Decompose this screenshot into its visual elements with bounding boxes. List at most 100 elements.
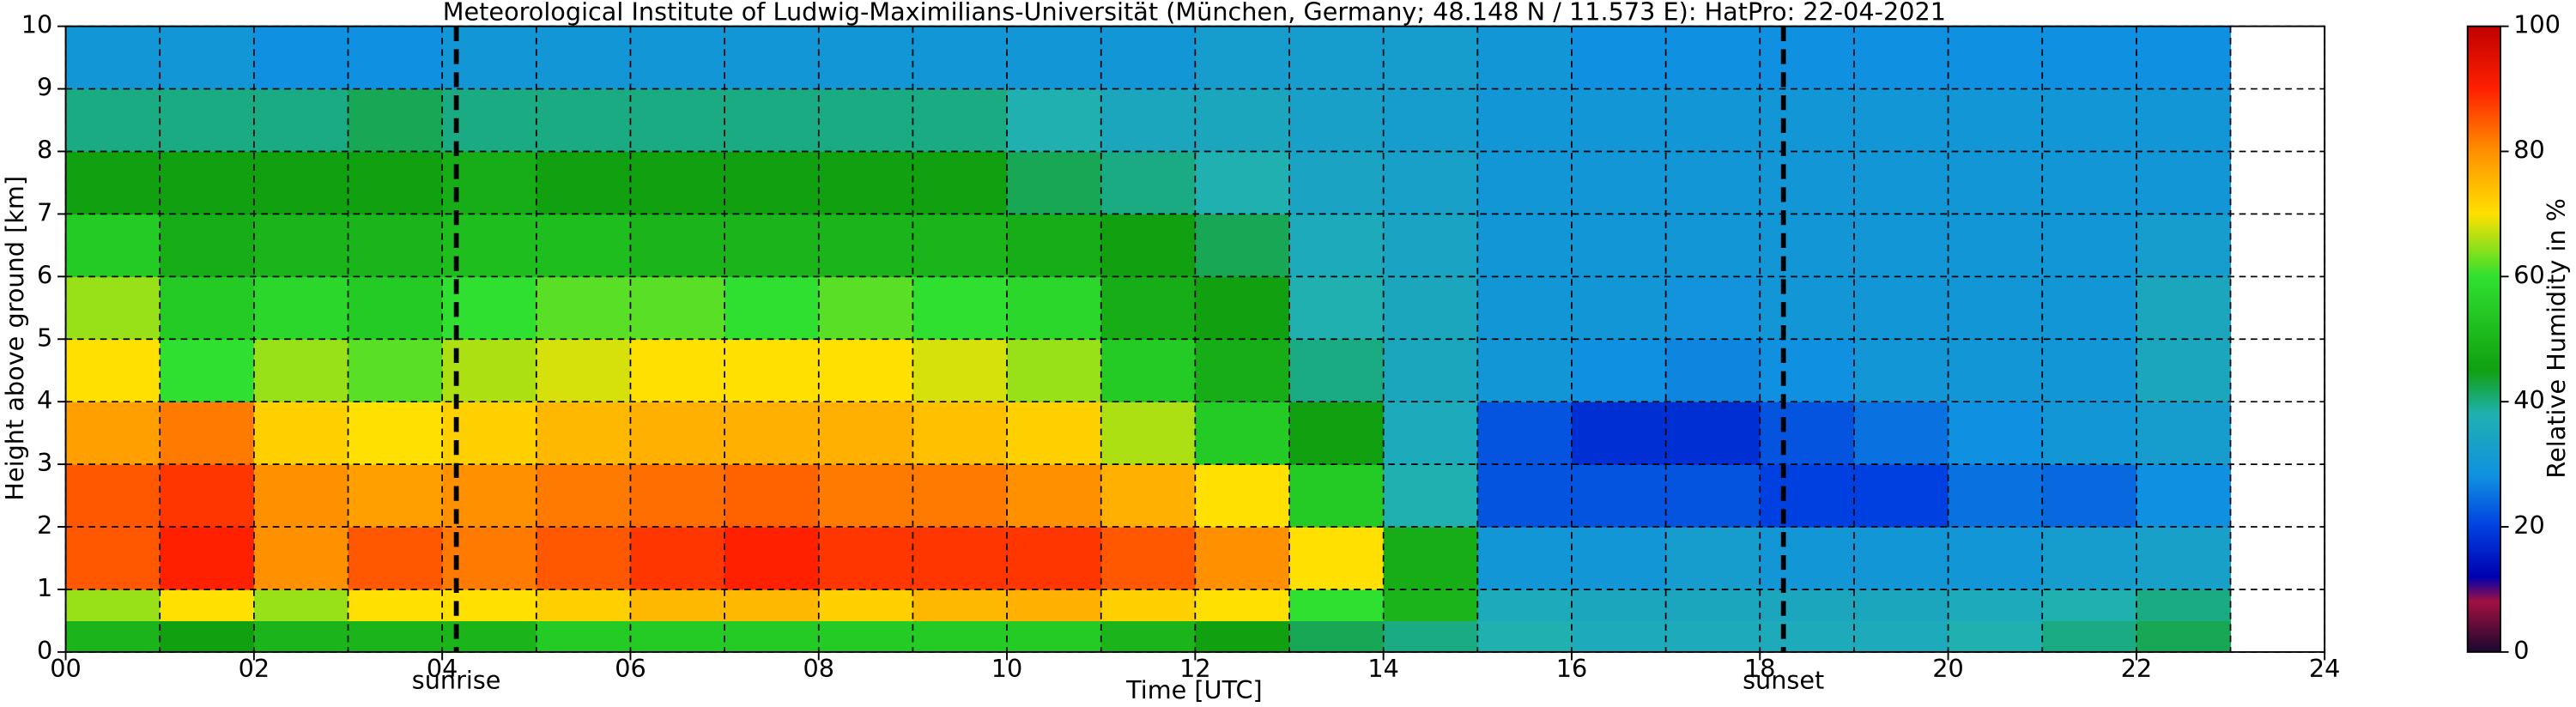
- heatmap-cell: [912, 151, 1008, 215]
- heatmap-cell: [1665, 620, 1761, 653]
- heatmap-cell: [724, 527, 820, 590]
- heatmap-cell: [1383, 464, 1478, 528]
- heatmap-cell: [1477, 589, 1573, 621]
- x-axis-label: Time [UTC]: [1125, 675, 1263, 704]
- heatmap-cell: [1948, 88, 2043, 153]
- heatmap-cell: [1665, 402, 1761, 465]
- heatmap-cell: [818, 151, 913, 215]
- y-tick-label: 4: [37, 385, 52, 414]
- heatmap-cell: [1665, 276, 1761, 340]
- heatmap-cell: [1948, 464, 2043, 528]
- heatmap-cell: [1100, 464, 1196, 528]
- heatmap-cell: [1948, 527, 2043, 590]
- heatmap-cell: [1289, 402, 1385, 465]
- heatmap-cell: [536, 276, 632, 340]
- heatmap-cell: [348, 527, 443, 590]
- heatmap-cell: [1383, 214, 1478, 277]
- heatmap-cell: [65, 151, 161, 215]
- heatmap-cell: [1383, 276, 1478, 340]
- heatmap-cell: [1760, 151, 1855, 215]
- heatmap-cell: [630, 88, 725, 153]
- heatmap-cell: [348, 26, 443, 90]
- heatmap-cell: [1100, 527, 1196, 590]
- heatmap-cell: [1853, 464, 1949, 528]
- heatmap-cell: [912, 620, 1008, 653]
- heatmap-cell: [1195, 88, 1290, 153]
- y-tick-label: 8: [37, 135, 52, 164]
- heatmap-cell: [1383, 402, 1478, 465]
- event-label: sunrise: [412, 665, 501, 694]
- heatmap-cell: [1665, 464, 1761, 528]
- heatmap-cell: [2042, 464, 2137, 528]
- heatmap-cell: [2136, 464, 2232, 528]
- heatmap-cell: [1007, 276, 1102, 340]
- x-tick-label: 14: [1367, 654, 1399, 683]
- heatmap-cell: [65, 527, 161, 590]
- heatmap-cell: [724, 26, 820, 90]
- heatmap-cell: [818, 26, 913, 90]
- x-tick-label: 18: [1744, 654, 1776, 683]
- heatmap-cell: [1477, 464, 1573, 528]
- x-tick-label: 00: [50, 654, 82, 683]
- heatmap-cell: [1571, 26, 1667, 90]
- heatmap-cell: [253, 276, 349, 340]
- heatmap-cell: [253, 26, 349, 90]
- colorbar: [2466, 25, 2501, 653]
- heatmap-cell: [65, 620, 161, 653]
- heatmap-cell: [1760, 620, 1855, 653]
- heatmap-cell: [2136, 402, 2232, 465]
- heatmap-cell: [1665, 589, 1761, 621]
- x-tick-label: 04: [427, 654, 458, 683]
- heatmap-cell: [912, 527, 1008, 590]
- heatmap-cell: [1007, 527, 1102, 590]
- heatmap-cell: [160, 339, 255, 402]
- heatmap-cell: [1948, 26, 2043, 90]
- heatmap-cell: [1853, 151, 1949, 215]
- heatmap-cell: [1760, 527, 1855, 590]
- heatmap-cell: [1665, 151, 1761, 215]
- heatmap-cell: [1289, 620, 1385, 653]
- heatmap-cell: [724, 464, 820, 528]
- heatmap-cell: [1477, 527, 1573, 590]
- heatmap-cell: [1100, 276, 1196, 340]
- y-tick-label: 7: [37, 197, 52, 227]
- y-tick-label: 0: [37, 636, 52, 665]
- heatmap-cell: [1195, 214, 1290, 277]
- heatmap-cell: [1195, 527, 1290, 590]
- colorbar-tick-label: 60: [2513, 260, 2545, 289]
- chart-title: Meteorological Institute of Ludwig-Maxim…: [443, 0, 1946, 26]
- y-tick-label: 3: [37, 448, 52, 477]
- heatmap-cell: [1007, 151, 1102, 215]
- heatmap-cell: [724, 339, 820, 402]
- heatmap-cell: [2136, 589, 2232, 621]
- heatmap-cell: [1571, 276, 1667, 340]
- heatmap-cell: [2136, 620, 2232, 653]
- heatmap-cell: [1289, 214, 1385, 277]
- heatmap-cell: [1853, 339, 1949, 402]
- heatmap-cell: [1760, 339, 1855, 402]
- heatmap-cell: [1289, 88, 1385, 153]
- heatmap-cell: [65, 214, 161, 277]
- heatmap-cell: [1760, 88, 1855, 153]
- heatmap-cell: [630, 464, 725, 528]
- heatmap-cell: [1195, 151, 1290, 215]
- heatmap-cell: [442, 402, 537, 465]
- heatmap-cell: [818, 527, 913, 590]
- heatmap-cell: [1383, 88, 1478, 153]
- heatmap-cell: [724, 88, 820, 153]
- heatmap-cell: [1100, 88, 1196, 153]
- heatmap-cell: [1195, 589, 1290, 621]
- heatmap-cell: [536, 620, 632, 653]
- heatmap-cell: [912, 589, 1008, 621]
- heatmap-cell: [1665, 26, 1761, 90]
- heatmap-cell: [1383, 620, 1478, 653]
- heatmap-cell: [253, 402, 349, 465]
- heatmap-cell: [2042, 151, 2137, 215]
- heatmap-cell: [1007, 339, 1102, 402]
- heatmap-cell: [1477, 151, 1573, 215]
- heatmap-cell: [1100, 151, 1196, 215]
- heatmap-cell: [630, 214, 725, 277]
- heatmap-cell: [1948, 214, 2043, 277]
- heatmap-cell: [1007, 620, 1102, 653]
- heatmap-cell: [2136, 151, 2232, 215]
